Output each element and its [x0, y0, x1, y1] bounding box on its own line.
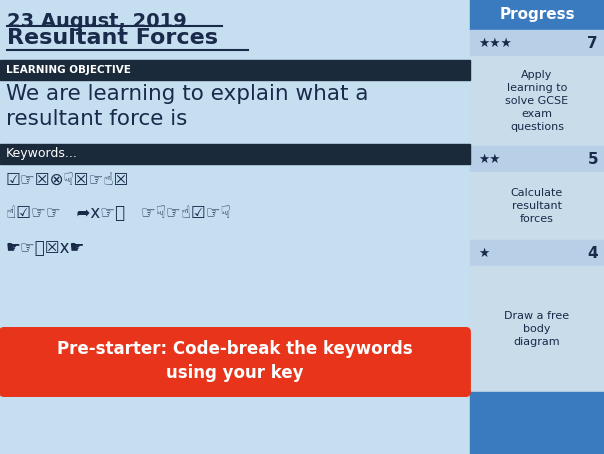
Text: ☝☑☞☞   ➦x☞Ⓔ   ☞☟☞☝☑☞☟: ☝☑☞☞ ➦x☞Ⓔ ☞☟☞☝☑☞☟ [6, 204, 231, 222]
Bar [470, 0, 604, 30]
Text: ☑☞☒⊗☟☒☞☝☒: ☑☞☒⊗☟☒☞☝☒ [6, 171, 129, 189]
Text: ★★: ★★ [478, 153, 500, 166]
Text: LEARNING OBJECTIVE: LEARNING OBJECTIVE [6, 65, 131, 75]
Text: ★: ★ [478, 247, 489, 260]
Text: Pre-starter: Code-break the keywords
using your key: Pre-starter: Code-break the keywords usi… [57, 340, 413, 383]
Text: Calculate
resultant
forces: Calculate resultant forces [511, 188, 563, 224]
Text: ★★★: ★★★ [478, 36, 512, 49]
Text: 7: 7 [587, 35, 598, 50]
Bar [0, 60, 470, 80]
FancyBboxPatch shape [0, 327, 471, 397]
Bar [470, 0, 604, 454]
Text: Keywords...: Keywords... [6, 148, 78, 161]
Text: 23 August, 2019: 23 August, 2019 [7, 12, 187, 31]
Text: Draw a free
body
diagram: Draw a free body diagram [504, 311, 570, 347]
Bar [0, 144, 470, 164]
Bar [0, 0, 470, 454]
Bar [470, 30, 604, 56]
Bar [470, 146, 604, 172]
Bar [470, 172, 604, 240]
Text: Progress: Progress [499, 8, 575, 23]
Text: Apply
learning to
solve GCSE
exam
questions: Apply learning to solve GCSE exam questi… [506, 69, 568, 133]
Text: 4: 4 [587, 246, 598, 261]
Bar [470, 240, 604, 266]
Text: 5: 5 [587, 152, 598, 167]
Bar [470, 56, 604, 146]
Bar [470, 392, 604, 454]
Bar [470, 266, 604, 392]
Text: Resultant Forces: Resultant Forces [7, 28, 218, 48]
Text: ☛☞⃝☒x☛: ☛☞⃝☒x☛ [6, 239, 85, 257]
Text: We are learning to explain what a
resultant force is: We are learning to explain what a result… [6, 84, 368, 129]
